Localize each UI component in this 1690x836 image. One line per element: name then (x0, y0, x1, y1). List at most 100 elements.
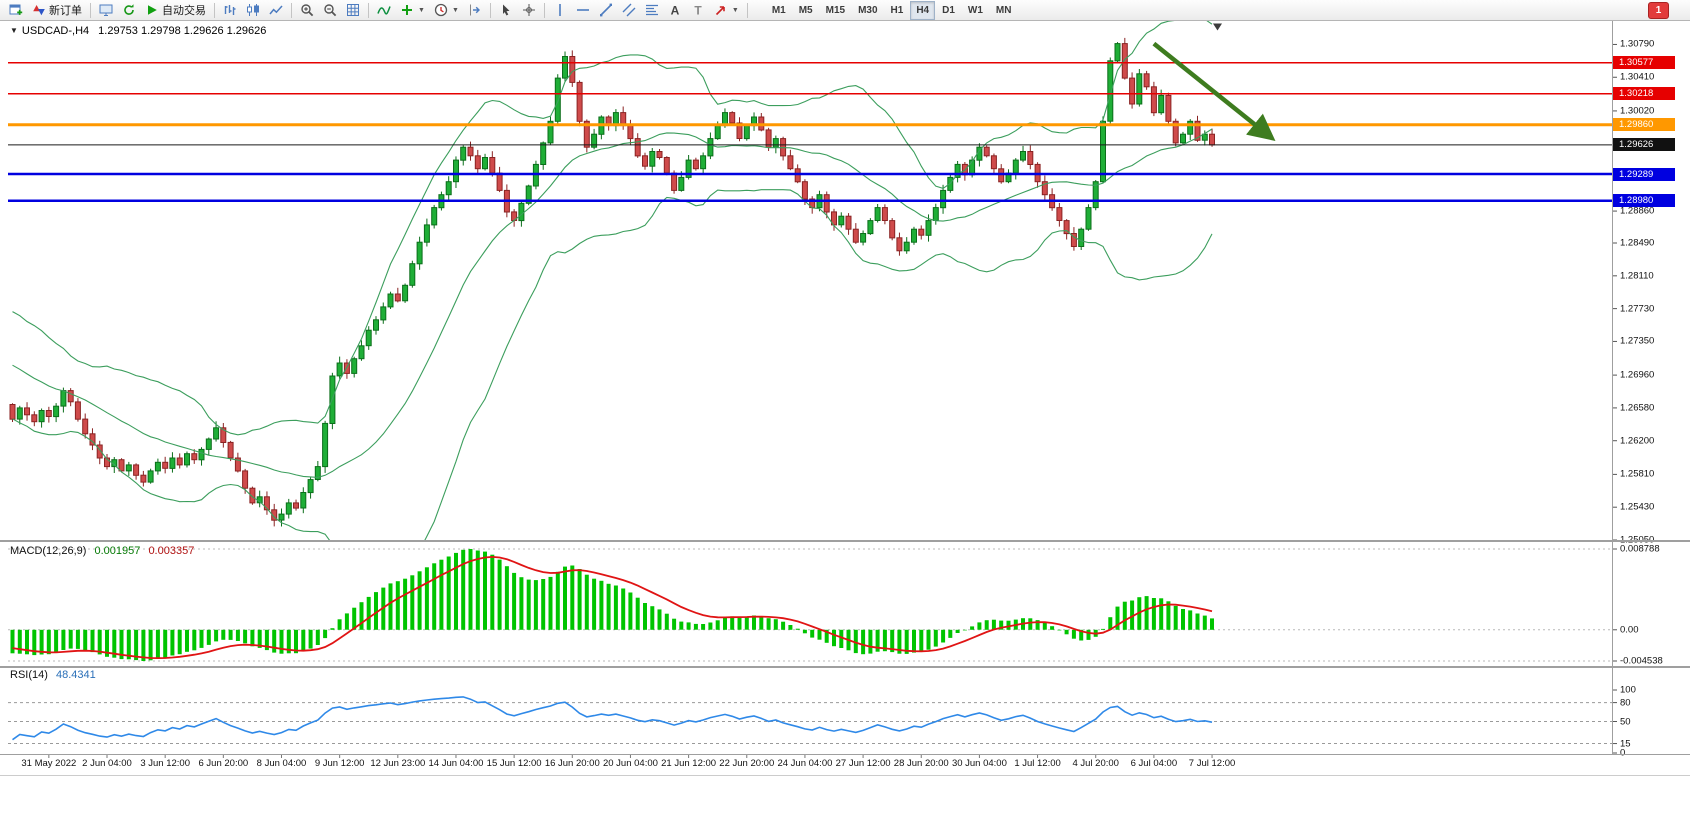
channel-icon (622, 3, 636, 17)
macd-signal-value: 0.003357 (148, 545, 195, 557)
price-tick: 1.30020 (1620, 105, 1655, 117)
horizontal-line-button[interactable] (572, 0, 594, 20)
add-indicator-button[interactable]: ▼ (396, 0, 429, 20)
channel-button[interactable] (618, 0, 640, 20)
rsi-tick: 80 (1620, 697, 1631, 709)
chart-title: ▼ USDCAD-,H4 1.29753 1.29798 1.29626 1.296… (10, 25, 266, 37)
panel-separator[interactable] (0, 666, 1690, 668)
new-order-label: 新订单 (49, 5, 82, 17)
grid-icon (346, 3, 360, 17)
time-axis-label: 24 Jun 04:00 (777, 758, 833, 769)
chart-shift-marker[interactable] (1213, 23, 1222, 31)
timeframe-button-m1[interactable]: M1 (771, 4, 786, 16)
timeframe-button-h4[interactable]: H4 (910, 0, 936, 20)
label-tool-button[interactable]: T (687, 0, 709, 20)
toolbar-separator (90, 2, 91, 18)
timeframe-button-w1[interactable]: W1 (967, 4, 983, 16)
chevron-down-icon: ▼ (731, 6, 739, 14)
zoom-out-button[interactable] (319, 0, 341, 20)
rsi-value: 48.4341 (55, 669, 96, 681)
indicators-icon (377, 3, 391, 17)
rsi-label: RSI(14) (10, 669, 48, 681)
timeframe-button-d1[interactable]: D1 (942, 4, 955, 16)
price-tag: 1.30577 (1613, 56, 1675, 70)
zoom-in-button[interactable] (296, 0, 318, 20)
time-axis-border (0, 754, 1690, 755)
toolbar-separator (368, 2, 369, 18)
timeframe-button-h1[interactable]: H1 (890, 4, 904, 16)
timeframe-button-mn[interactable]: MN (995, 4, 1012, 16)
chevron-down-icon: ▼ (418, 6, 425, 14)
new-chart-button[interactable] (5, 0, 27, 20)
vertical-line-button[interactable] (549, 0, 571, 20)
indicators-button[interactable] (373, 0, 395, 20)
trendline-icon (599, 3, 613, 17)
time-axis-label: 20 Jun 04:00 (602, 758, 658, 769)
time-axis-label: 12 Jun 23:00 (370, 758, 426, 769)
chart-shift-button[interactable] (464, 0, 486, 20)
bollinger-bands (12, 21, 1213, 541)
time-axis-label: 8 Jun 04:00 (256, 758, 307, 769)
price-tag: 1.29860 (1613, 118, 1675, 132)
market-watch-button[interactable] (95, 0, 117, 20)
cursor-button[interactable] (495, 0, 517, 20)
macd-header: MACD(12,26,9) 0.001957 0.003357 (10, 545, 194, 557)
price-tick: 1.25430 (1620, 501, 1655, 513)
auto-trading-button[interactable]: 自动交易 (141, 0, 210, 20)
refresh-button[interactable] (118, 0, 140, 20)
new-chart-icon (9, 3, 23, 17)
timeframe-button-m15[interactable]: M15 (825, 4, 846, 16)
time-axis-label: 9 Jun 12:00 (314, 758, 365, 769)
new-order-button[interactable]: 新订单 (28, 0, 86, 20)
macd-tick: 0.008788 (1620, 543, 1660, 555)
time-axis-label: 4 Jul 20:00 (1072, 758, 1119, 769)
trendline-button[interactable] (595, 0, 617, 20)
macd-tick: 0.00 (1620, 624, 1639, 636)
tile-windows-button[interactable] (342, 0, 364, 20)
market-watch-icon (99, 3, 113, 17)
timeframe-button-m30[interactable]: M30 (858, 4, 878, 16)
macd-label: MACD(12,26,9) (10, 545, 87, 557)
time-axis-label: 3 Jun 12:00 (140, 758, 190, 769)
price-tick: 1.28110 (1620, 270, 1654, 282)
timeframe-button-m5[interactable]: M5 (798, 4, 813, 16)
period-button[interactable]: ▼ (430, 0, 463, 20)
line-chart-button[interactable] (265, 0, 287, 20)
crosshair-button[interactable] (518, 0, 540, 20)
macd-histogram (10, 549, 1214, 661)
time-axis-label: 16 Jun 20:00 (544, 758, 600, 769)
fibonacci-button[interactable] (641, 0, 663, 20)
time-axis-label: 31 May 2022 (21, 758, 77, 769)
chevron-down-icon: ▼ (451, 6, 459, 14)
candlestick-icon (246, 3, 260, 17)
time-axis-label: 7 Jul 12:00 (1188, 758, 1236, 769)
time-axis-label: 1 Jul 12:00 (1014, 758, 1061, 769)
panel-separator[interactable] (0, 540, 1690, 542)
toolbar-separator (214, 2, 215, 18)
window-bottom-border (0, 775, 1690, 776)
rsi-tick: 100 (1620, 684, 1636, 696)
new-order-icon (32, 3, 46, 17)
bar-chart-button[interactable] (219, 0, 241, 20)
price-scale[interactable]: 1.30790 1.30410 1.30020 1.28860 1.28490 1.281… (1613, 21, 1689, 759)
price-tick: 1.26580 (1620, 402, 1655, 414)
price-tick: 1.28490 (1620, 237, 1655, 249)
cursor-icon (499, 3, 513, 17)
price-tick: 1.27350 (1620, 335, 1655, 347)
svg-text:A: A (671, 4, 680, 18)
text-tool-button[interactable]: A (664, 0, 686, 20)
chart-shift-icon (468, 3, 482, 17)
symbol-dropdown-icon[interactable]: ▼ (10, 26, 18, 35)
arrow-tool-button[interactable]: ▼ (710, 0, 743, 20)
price-tag: 1.30218 (1613, 87, 1675, 101)
notifications-badge[interactable]: 1 (1648, 1, 1669, 19)
time-axis-label: 22 Jun 20:00 (719, 758, 775, 769)
trend-arrow-object[interactable] (1152, 41, 1276, 142)
time-axis-label: 30 Jun 04:00 (951, 758, 1007, 769)
time-axis-label: 15 Jun 12:00 (486, 758, 542, 769)
candlestick-button[interactable] (242, 0, 264, 20)
rsi-line (12, 696, 1213, 741)
macd-value: 0.001957 (94, 545, 141, 557)
svg-text:T: T (694, 4, 702, 18)
